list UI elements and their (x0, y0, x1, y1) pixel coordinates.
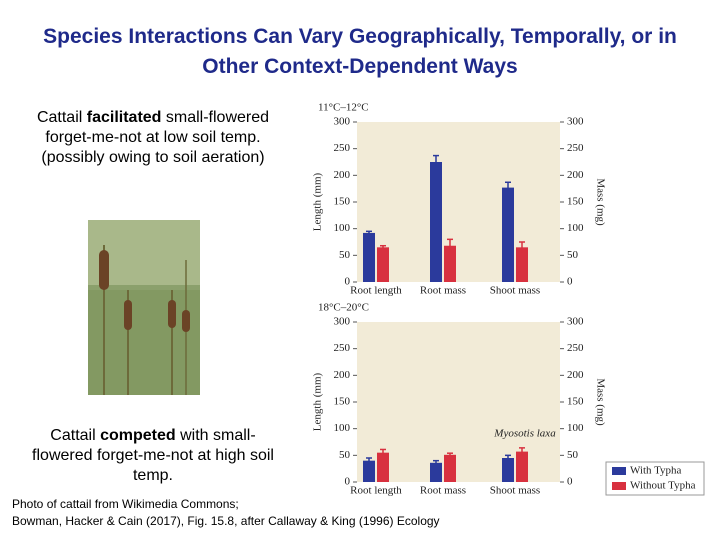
credit: Photo of cattail from Wikimedia Commons;… (12, 496, 440, 530)
y2-tick-label: 0 (567, 476, 573, 488)
text-run: small-flowered forget-me-not at low soil… (41, 109, 270, 166)
y2-tick-label: 100 (567, 222, 584, 234)
credit-line: Photo of cattail from Wikimedia Commons; (12, 497, 239, 511)
legend-swatch (612, 482, 626, 490)
bar (363, 460, 375, 482)
y-tick-label: 300 (334, 316, 351, 328)
y2-axis-label: Mass (mg) (594, 378, 606, 426)
y2-tick-label: 250 (567, 342, 584, 354)
y-tick-label: 50 (339, 449, 351, 461)
bar (377, 247, 389, 282)
y-tick-label: 200 (334, 369, 351, 381)
y2-axis-label: Mass (mg) (594, 178, 606, 226)
text-run: competed (100, 427, 176, 444)
y-tick-label: 100 (334, 222, 351, 234)
y-tick-label: 0 (345, 276, 351, 288)
y2-tick-label: 0 (567, 276, 573, 288)
y2-tick-label: 150 (567, 196, 584, 208)
bar (502, 458, 514, 482)
text-run: Cattail (50, 427, 101, 444)
text-run: facilitated (86, 109, 162, 126)
y2-tick-label: 300 (567, 116, 584, 128)
x-tick-label: Shoot mass (490, 485, 540, 497)
x-tick-label: Shoot mass (490, 285, 540, 297)
y-tick-label: 250 (334, 142, 351, 154)
y-axis-label: Length (mm) (312, 172, 324, 231)
panel-label: 18°C–20°C (318, 302, 369, 314)
y-tick-label: 250 (334, 342, 351, 354)
x-tick-label: Root length (350, 485, 402, 497)
legend-swatch (612, 467, 626, 475)
legend-label: Without Typha (630, 480, 696, 492)
y2-tick-label: 50 (567, 449, 579, 461)
annotation: Myosotis laxa (493, 428, 556, 440)
bar (516, 247, 528, 282)
text-run: Cattail (36, 109, 87, 126)
text-block: Cattail competed with small-flowered for… (28, 426, 278, 486)
y-tick-label: 300 (334, 116, 351, 128)
y-tick-label: 150 (334, 196, 351, 208)
x-tick-label: Root mass (420, 485, 466, 497)
bar (363, 232, 375, 282)
bar (430, 462, 442, 482)
y-tick-label: 100 (334, 422, 351, 434)
text-run: with small-flowered forget-me-not at hig… (32, 427, 274, 484)
bar (444, 454, 456, 482)
panel-label: 11°C–12°C (318, 102, 369, 114)
y2-tick-label: 250 (567, 142, 584, 154)
y2-tick-label: 300 (567, 316, 584, 328)
bar (444, 245, 456, 282)
text-block: Cattail facilitated small-flowered forge… (28, 108, 278, 168)
y2-tick-label: 200 (567, 169, 584, 181)
y2-tick-label: 150 (567, 396, 584, 408)
y-tick-label: 0 (345, 476, 351, 488)
bar (516, 451, 528, 482)
credit-line: Bowman, Hacker & Cain (2017), Fig. 15.8,… (12, 514, 440, 528)
bar (430, 162, 442, 282)
slide-title: Species Interactions Can Vary Geographic… (43, 25, 677, 78)
y-tick-label: 150 (334, 396, 351, 408)
x-tick-label: Root length (350, 285, 402, 297)
x-tick-label: Root mass (420, 285, 466, 297)
bar (502, 187, 514, 282)
cattail-photo (88, 220, 200, 395)
y-axis-label: Length (mm) (312, 372, 324, 431)
legend-label: With Typha (630, 465, 682, 477)
y-tick-label: 50 (339, 249, 351, 261)
y2-tick-label: 50 (567, 249, 579, 261)
y-tick-label: 200 (334, 169, 351, 181)
bar (377, 452, 389, 482)
y2-tick-label: 200 (567, 369, 584, 381)
y2-tick-label: 100 (567, 422, 584, 434)
